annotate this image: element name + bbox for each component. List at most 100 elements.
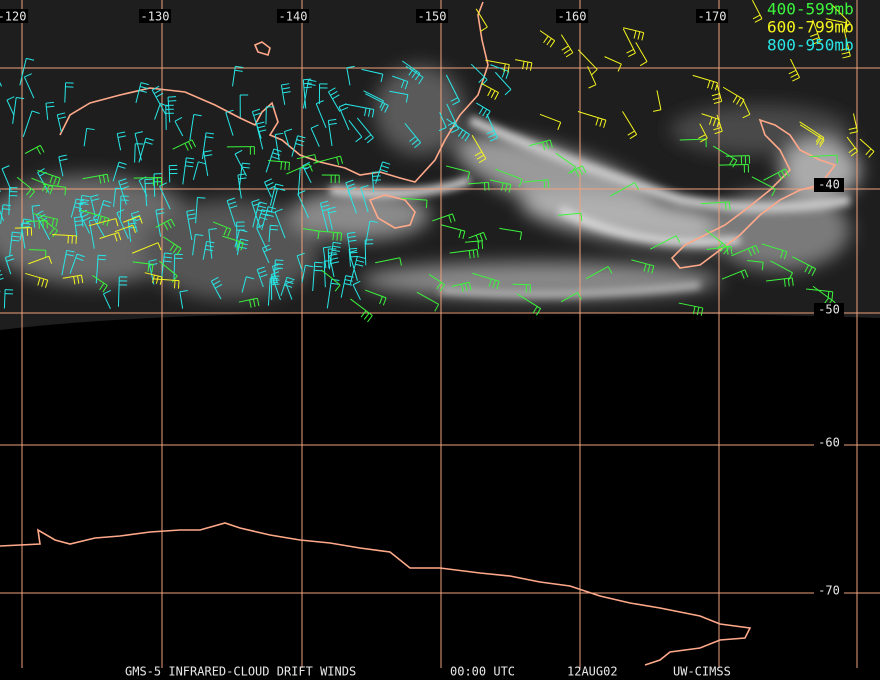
barb-feather	[728, 158, 734, 166]
barb-feather	[355, 136, 363, 143]
wind-barb	[318, 83, 328, 105]
barb-feather	[810, 33, 818, 37]
latitude-label: -70	[818, 584, 840, 598]
barb-shaft	[285, 283, 293, 300]
barb-shaft	[401, 60, 421, 74]
barb-feather	[399, 257, 402, 266]
australia-coast	[59, 1, 489, 183]
wind-barb	[512, 283, 531, 293]
barb-feather	[405, 94, 409, 103]
barb-shaft	[312, 262, 316, 292]
wind-barb	[604, 56, 622, 72]
wind-barb	[182, 157, 195, 185]
barb-shaft	[472, 272, 500, 282]
barb-feather	[581, 165, 587, 174]
barb-shaft	[742, 99, 751, 115]
barb-shaft	[73, 217, 78, 237]
wind-barb	[445, 74, 461, 106]
wind-barb	[9, 231, 21, 257]
wind-barb	[134, 143, 144, 163]
wind-barb	[208, 228, 217, 259]
barb-feather	[647, 264, 651, 273]
wind-barb	[189, 114, 202, 141]
barb-feather	[167, 96, 177, 98]
barb-feather	[352, 280, 361, 286]
barb-feather	[203, 150, 212, 153]
barb-feather	[696, 307, 700, 316]
barb-shaft	[314, 230, 342, 234]
barb-feather	[536, 308, 542, 316]
wind-barb	[160, 252, 173, 280]
barb-feather	[522, 61, 525, 70]
barb-shaft	[465, 240, 483, 243]
wind-barb	[32, 213, 59, 228]
wind-barb	[649, 235, 681, 250]
barb-shaft	[622, 28, 636, 54]
barb-feather	[599, 118, 603, 127]
barb-feather	[783, 278, 786, 287]
barb-feather	[478, 76, 485, 83]
barb-feather	[79, 201, 88, 204]
footer-text: 12AUG02	[567, 665, 618, 679]
barb-feather	[438, 127, 447, 132]
barb-feather	[156, 212, 165, 215]
barb-shaft	[712, 145, 738, 161]
barb-feather	[347, 235, 356, 238]
barb-feather	[198, 161, 207, 165]
new-zealand-coast	[670, 118, 837, 269]
barb-feather	[336, 232, 339, 241]
barb-feather	[467, 171, 471, 180]
wind-barb	[468, 231, 487, 243]
barb-feather	[816, 137, 822, 145]
barb-feather	[504, 183, 508, 192]
barb-feather	[284, 161, 287, 171]
barb-feather	[227, 228, 232, 237]
barb-shaft	[28, 249, 46, 251]
barb-shaft	[558, 212, 582, 216]
barb-feather	[117, 232, 122, 241]
barb-feather	[75, 257, 84, 261]
barb-feather	[74, 220, 83, 223]
barb-feather	[382, 161, 391, 165]
wind-barb	[622, 28, 636, 58]
wind-barb	[0, 270, 4, 293]
wind-barb	[168, 164, 178, 183]
barb-feather	[24, 73, 32, 78]
barb-shaft	[24, 144, 41, 154]
barb-feather	[49, 175, 54, 184]
wind-barb	[239, 94, 249, 118]
barb-feather	[106, 218, 110, 227]
barb-feather	[57, 177, 61, 186]
wind-barb	[321, 269, 341, 292]
barb-shaft	[117, 276, 120, 307]
barb-feather	[256, 224, 265, 229]
barb-feather	[117, 135, 126, 138]
barb-feather	[265, 213, 274, 217]
barb-shaft	[182, 157, 187, 185]
wind-barb	[718, 164, 749, 173]
wind-barb	[623, 27, 645, 41]
barb-feather	[302, 161, 311, 167]
wind-barb	[133, 177, 163, 186]
wind-barb	[328, 87, 341, 112]
barb-feather	[504, 89, 512, 96]
barb-shaft	[439, 112, 447, 128]
wind-barb	[438, 112, 447, 132]
barb-feather	[89, 218, 98, 222]
barb-feather	[168, 100, 177, 102]
barb-feather	[330, 90, 338, 96]
barb-shaft	[843, 29, 851, 57]
wind-barb	[28, 255, 53, 265]
barb-shaft	[92, 275, 108, 286]
barb-feather	[274, 267, 283, 269]
barb-shaft	[405, 65, 424, 78]
barb-shaft	[692, 74, 718, 84]
wind-barb	[706, 245, 733, 255]
wind-barb	[4, 254, 15, 275]
barb-feather	[367, 315, 373, 323]
barb-shaft	[162, 236, 182, 249]
wind-barb	[301, 264, 314, 283]
barb-shaft	[475, 8, 488, 28]
barb-shaft	[352, 284, 361, 301]
wind-barb	[12, 97, 25, 124]
